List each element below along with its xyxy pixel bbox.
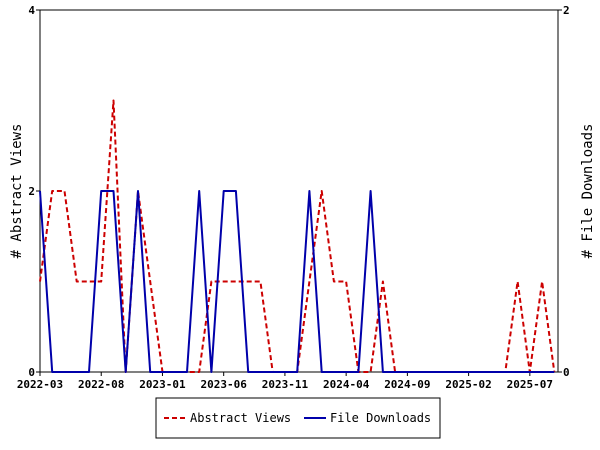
- left-y-tick-label: 0: [28, 366, 35, 379]
- right-y-tick-label: 0: [563, 366, 570, 379]
- x-tick-label: 2023-11: [262, 378, 309, 391]
- x-axis: 2022-03 2022-08 2023-01 2023-06 2023-11 2024-…: [17, 372, 553, 391]
- x-tick-label: 2022-03: [17, 378, 63, 391]
- series-group: [39, 99, 556, 373]
- x-tick-label: 2022-08: [78, 378, 124, 391]
- left-y-axis-title: # Abstract Views: [9, 124, 25, 259]
- right-y-axis: 02: [558, 4, 570, 379]
- left-y-tick-label: 2: [28, 185, 35, 198]
- legend: Abstract Views File Downloads: [155, 397, 441, 439]
- series-line-file-downloads: [39, 190, 555, 373]
- legend-label-abstract-views: Abstract Views: [190, 411, 291, 425]
- x-tick-label: 2024-04: [323, 378, 370, 391]
- right-y-axis-title: # File Downloads: [580, 124, 596, 259]
- x-tick-label: 2023-06: [201, 378, 248, 391]
- right-y-tick-label: 2: [563, 4, 570, 17]
- left-y-tick-label: 4: [28, 4, 35, 17]
- x-tick-label: 2025-02: [445, 378, 491, 391]
- legend-box: [155, 397, 441, 439]
- x-tick-label: 2023-01: [139, 378, 186, 391]
- x-tick-label: 2025-07: [507, 378, 553, 391]
- legend-label-file-downloads: File Downloads: [330, 411, 431, 425]
- x-tick-label: 2024-09: [384, 378, 430, 391]
- left-y-axis: 0 2 4: [28, 4, 40, 379]
